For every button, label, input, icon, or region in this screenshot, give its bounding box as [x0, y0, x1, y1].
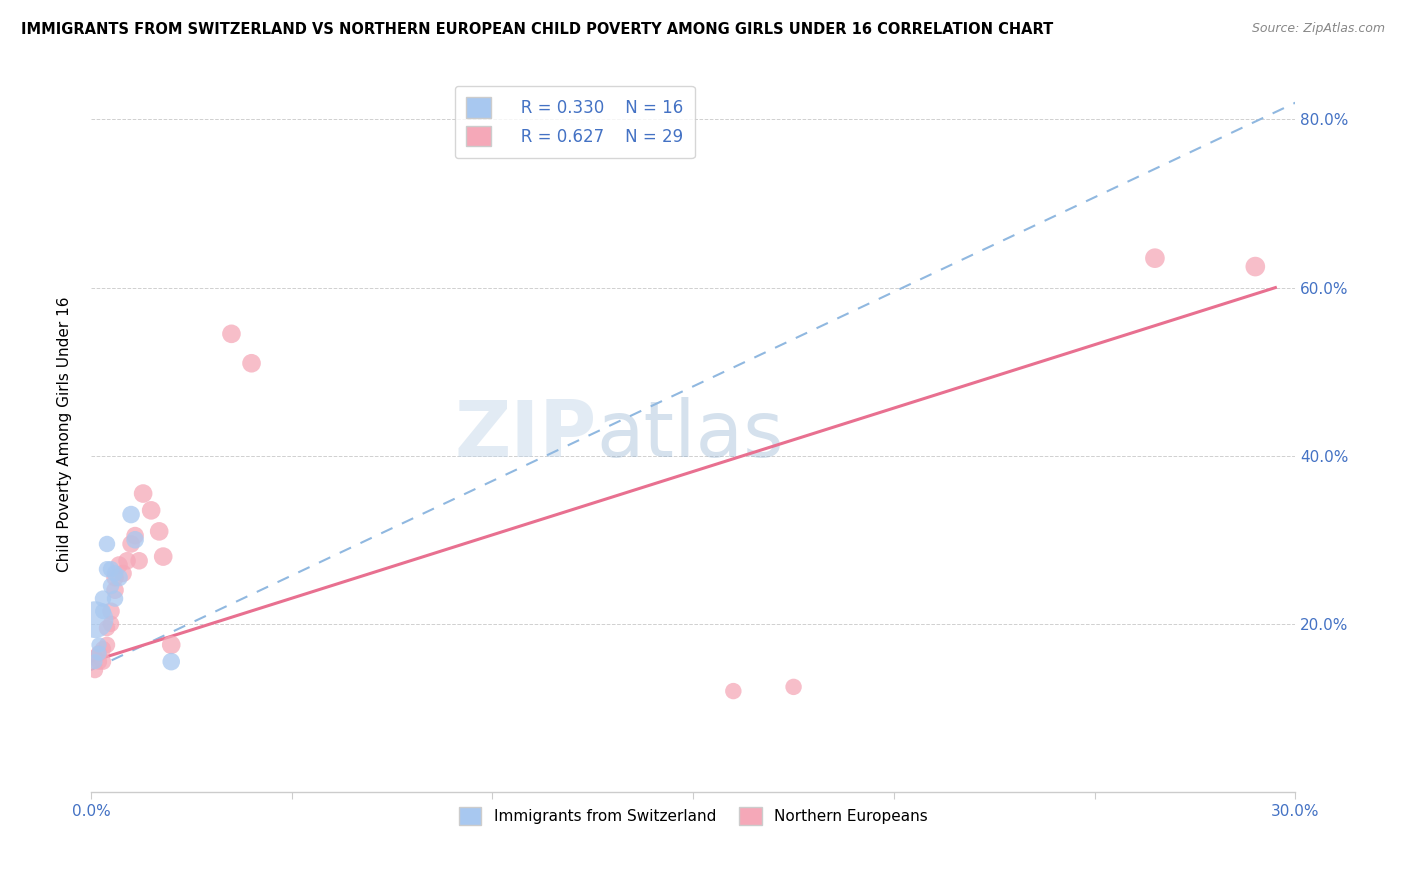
- Point: [1143, 251, 1166, 265]
- Point: [91, 642, 114, 657]
- Point: [782, 680, 804, 694]
- Text: ZIP: ZIP: [454, 397, 596, 473]
- Point: [87, 638, 110, 652]
- Point: [104, 591, 127, 606]
- Point: [100, 579, 122, 593]
- Point: [91, 655, 114, 669]
- Text: atlas: atlas: [596, 397, 785, 473]
- Point: [96, 638, 118, 652]
- Point: [124, 533, 146, 547]
- Point: [100, 616, 122, 631]
- Point: [120, 537, 142, 551]
- Legend: Immigrants from Switzerland, Northern Europeans: Immigrants from Switzerland, Northern Eu…: [450, 797, 936, 834]
- Point: [100, 562, 122, 576]
- Point: [108, 571, 131, 585]
- Point: [87, 646, 110, 660]
- Point: [115, 554, 138, 568]
- Text: IMMIGRANTS FROM SWITZERLAND VS NORTHERN EUROPEAN CHILD POVERTY AMONG GIRLS UNDER: IMMIGRANTS FROM SWITZERLAND VS NORTHERN …: [21, 22, 1053, 37]
- Point: [160, 655, 183, 669]
- Point: [112, 566, 135, 581]
- Point: [152, 549, 174, 564]
- Point: [240, 356, 263, 370]
- Y-axis label: Child Poverty Among Girls Under 16: Child Poverty Among Girls Under 16: [58, 297, 72, 573]
- Point: [91, 604, 114, 618]
- Point: [124, 528, 146, 542]
- Point: [132, 486, 155, 500]
- Point: [108, 558, 131, 572]
- Point: [91, 591, 114, 606]
- Point: [104, 566, 127, 581]
- Point: [120, 508, 142, 522]
- Point: [87, 655, 110, 669]
- Point: [87, 646, 110, 660]
- Point: [96, 621, 118, 635]
- Point: [84, 655, 107, 669]
- Point: [84, 613, 107, 627]
- Point: [84, 650, 107, 665]
- Point: [160, 638, 183, 652]
- Point: [148, 524, 170, 539]
- Point: [723, 684, 745, 698]
- Point: [104, 571, 127, 585]
- Point: [84, 663, 107, 677]
- Text: Source: ZipAtlas.com: Source: ZipAtlas.com: [1251, 22, 1385, 36]
- Point: [1244, 260, 1267, 274]
- Point: [100, 604, 122, 618]
- Point: [104, 583, 127, 598]
- Point: [96, 562, 118, 576]
- Point: [141, 503, 163, 517]
- Point: [221, 326, 243, 341]
- Point: [96, 537, 118, 551]
- Point: [128, 554, 150, 568]
